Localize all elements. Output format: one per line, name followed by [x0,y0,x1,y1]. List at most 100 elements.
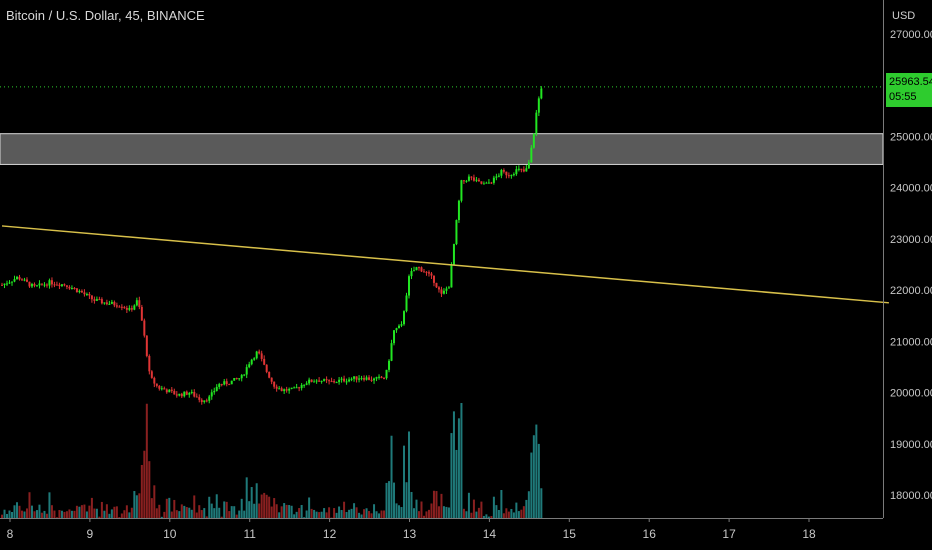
volume-bar [265,494,268,518]
volume-bar [333,508,336,518]
candle-body [100,299,103,304]
candle-body [258,351,261,354]
volume-bar [58,510,61,518]
volume-bar [490,516,493,518]
candle-body [28,281,31,287]
currency-label: USD [892,10,916,22]
candle-body [190,391,193,394]
volume-bar [153,485,156,518]
volume-bar [115,506,118,518]
candles [1,86,543,405]
volume-bar [467,492,470,518]
volume-bar [208,496,211,518]
candle-body [128,308,131,310]
volume-bar [345,512,348,518]
volume-bar [98,516,101,518]
volume-bar [240,498,243,518]
candle-body [275,386,278,389]
volume-bar [395,503,398,518]
volume-bar [422,515,425,518]
candle-body [452,244,455,266]
volume-bar [83,504,86,518]
volume-bar [63,511,66,518]
candle-body [497,175,500,177]
volume-bar [363,509,366,518]
candle-body [340,378,343,380]
candle-body [512,174,515,176]
volume-bar [515,502,518,518]
volume-bar [512,512,515,518]
volume-bar [430,503,433,518]
candle-body [535,112,538,134]
candle-body [303,384,306,386]
volume-bar [50,505,53,518]
last-price-tag: 25963.54 05:55 [886,73,932,107]
candle-body [148,355,151,372]
candle-body [163,388,166,390]
candle-body [238,378,241,380]
volume-bar [70,510,73,518]
volume-bar [447,507,450,518]
candle-body [245,367,248,375]
candle-body [422,271,425,273]
candle-body [338,379,341,383]
volume-bar [215,494,218,518]
candle-body [425,271,428,273]
volume-bar [290,505,293,518]
candle-body [355,376,358,380]
candle-body [185,391,188,395]
volume-bar [165,498,168,518]
candle-body [480,181,483,184]
x-tick-label: 16 [643,527,657,541]
volume-bar [417,511,420,518]
candle-body [43,284,46,286]
volume-bar [535,424,538,518]
volume-bar [158,504,161,518]
volume-bar [28,492,31,518]
candle-body [300,384,303,389]
candle-body [133,305,136,310]
volume-bar [310,508,313,518]
candle-body [38,283,41,286]
candle-body [1,284,4,286]
volume-bar [355,507,358,518]
volume-bar [320,511,323,518]
candle-body [505,171,508,176]
candle-body [93,299,96,301]
candle-body [265,364,268,372]
volume-bar [318,512,321,518]
candle-body [55,284,58,286]
volume-bar [185,507,188,518]
volume-bar [113,506,116,518]
candle-body [253,358,256,360]
candle-body [333,381,336,383]
candle-body [23,279,26,281]
candle-body [477,179,480,182]
volume-bar [8,510,11,518]
volume-bar [145,403,148,518]
candle-body [78,290,81,293]
volume-bar [213,508,216,518]
volume-bar [288,505,291,518]
volume-bar [480,501,483,518]
volume-bar [378,513,381,518]
candle-body [492,177,495,183]
volume-bar [470,512,473,518]
volume-bar [427,509,430,518]
candle-body [123,307,126,309]
volume-bar [238,510,241,518]
candle-body [295,387,298,389]
candle-body [415,267,418,271]
volume-bar [350,508,353,518]
candle-body [515,169,518,175]
candle-body [33,284,36,286]
volume-bar [75,505,78,518]
candle-body [398,325,401,329]
candle-body [170,389,173,391]
candle-body [240,375,243,379]
candle-body [283,389,286,392]
volume-bar [495,505,498,518]
candle-body [120,306,123,308]
candle-body [8,282,11,284]
